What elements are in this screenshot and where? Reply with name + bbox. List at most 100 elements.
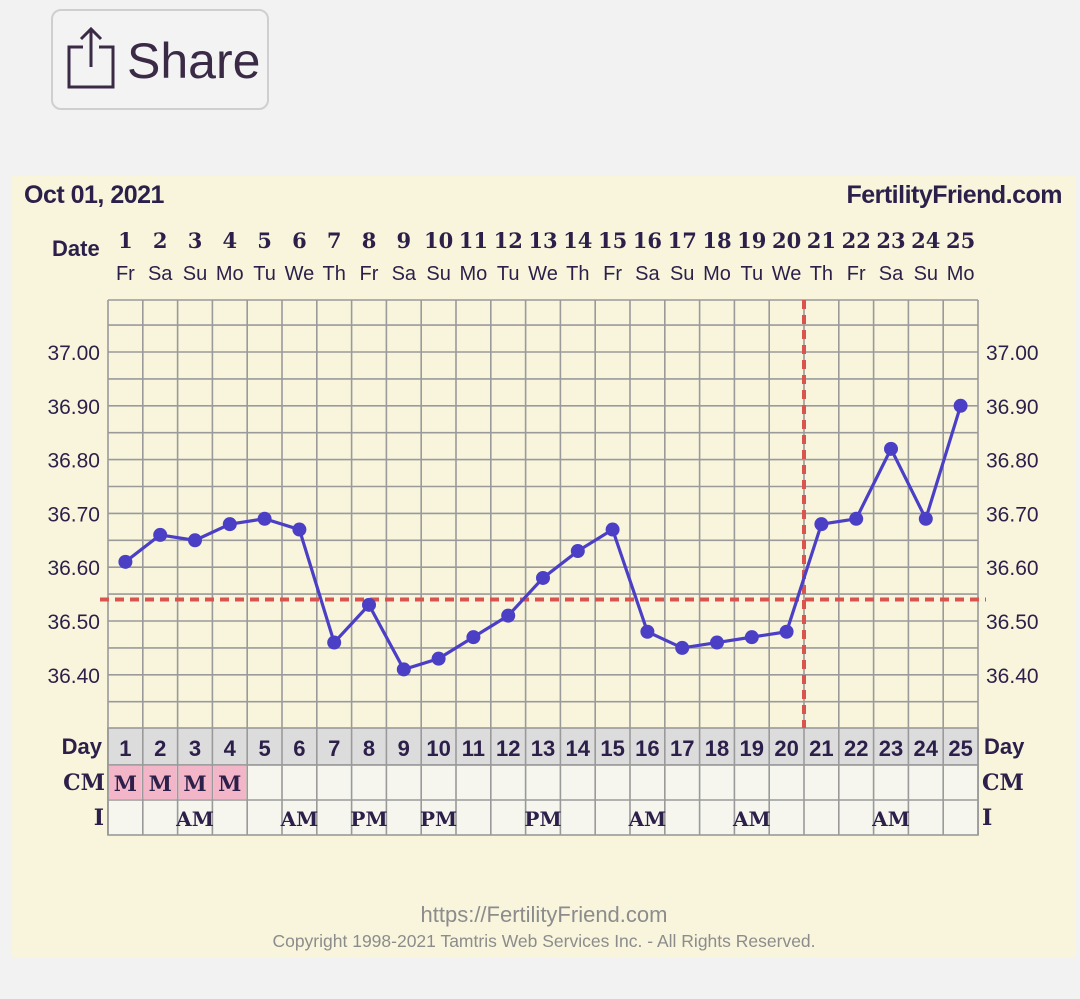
day-row-number: 3	[189, 736, 201, 761]
date-day-number: 12	[494, 228, 523, 253]
date-weekday: Su	[670, 263, 694, 285]
date-day-number: 17	[668, 228, 697, 253]
date-day-number: 21	[807, 228, 836, 253]
date-weekday: Tu	[497, 263, 520, 285]
y-tick-label-right: 36.70	[986, 503, 1039, 526]
intercourse-value: AM	[628, 807, 667, 831]
day-row-number: 19	[740, 736, 764, 761]
date-day-number: 4	[222, 228, 237, 253]
temperature-point	[501, 608, 516, 623]
temperature-line	[124, 405, 963, 672]
y-tick-label-right: 36.90	[986, 396, 1039, 419]
date-weekday: Tu	[740, 263, 763, 285]
date-row-label: Date	[52, 236, 100, 261]
date-weekday: Su	[914, 263, 938, 285]
intercourse-value: AM	[871, 807, 910, 831]
day-row-number: 18	[705, 736, 729, 761]
date-weekday: Th	[810, 263, 833, 285]
y-tick-label-left: 36.70	[47, 503, 100, 526]
date-weekday: Sa	[635, 263, 660, 285]
temperature-point	[466, 630, 481, 645]
day-row-number: 9	[398, 736, 410, 761]
intercourse-value: AM	[732, 807, 771, 831]
date-day-number: 19	[737, 228, 766, 253]
footer-copyright: Copyright 1998-2021 Tamtris Web Services…	[272, 931, 816, 951]
chart-rows	[107, 727, 979, 836]
temperature-point	[640, 624, 655, 639]
date-day-number: 6	[292, 228, 307, 253]
temperature-series	[118, 398, 968, 677]
temperature-point	[292, 522, 307, 537]
i-row-label-right: I	[982, 805, 992, 831]
day-row-label-left: Day	[62, 734, 103, 759]
share-button[interactable]: Share	[51, 9, 269, 110]
temperature-point	[222, 517, 237, 532]
date-day-number: 13	[528, 228, 557, 253]
date-day-number: 5	[257, 228, 272, 253]
cm-cell-highlight	[178, 766, 212, 799]
temperature-point	[188, 533, 202, 548]
site-name: FertilityFriend.com	[846, 181, 1062, 209]
date-weekday: We	[772, 263, 802, 285]
temperature-point	[710, 635, 724, 650]
cm-value: M	[149, 771, 172, 796]
date-day-number: 2	[153, 228, 168, 253]
day-row-number: 25	[948, 736, 972, 761]
temperature-point	[918, 511, 933, 526]
temperature-point	[431, 651, 446, 666]
date-weekday: Mo	[947, 263, 975, 285]
date-day-number: 3	[188, 228, 203, 253]
cm-value: M	[218, 771, 241, 796]
date-day-number: 22	[842, 228, 871, 253]
day-row-number: 23	[879, 736, 903, 761]
day-row-number: 21	[809, 736, 833, 761]
date-weekday: We	[528, 263, 558, 285]
cm-value: M	[114, 771, 137, 796]
day-row-number: 11	[462, 736, 485, 761]
day-row-number: 24	[914, 736, 939, 761]
date-weekday: Su	[183, 263, 207, 285]
date-weekday: Sa	[879, 263, 904, 285]
chart-date-label: Oct 01, 2021	[24, 181, 165, 209]
cm-cell-highlight	[213, 766, 247, 799]
date-day-number: 15	[598, 228, 627, 253]
footer-url[interactable]: https://FertilityFriend.com	[420, 902, 668, 927]
date-weekday: Su	[426, 263, 450, 285]
day-row-number: 12	[496, 736, 520, 761]
day-row-number: 5	[258, 736, 270, 761]
date-weekday: Tu	[253, 263, 276, 285]
y-tick-label-right: 36.60	[986, 557, 1039, 580]
date-weekday: Sa	[392, 263, 417, 285]
date-day-number: 9	[396, 228, 411, 253]
date-weekday: Fr	[847, 263, 866, 285]
date-weekday: Fr	[360, 263, 379, 285]
y-tick-label-left: 36.40	[47, 665, 100, 688]
temperature-point	[570, 544, 585, 559]
temperature-point	[327, 635, 342, 650]
y-tick-label-left: 36.90	[47, 396, 100, 419]
cm-row-label-left: CM	[63, 770, 105, 796]
date-weekday: Mo	[703, 263, 731, 285]
date-day-number: 18	[702, 228, 731, 253]
day-row-number: 17	[670, 736, 694, 761]
temperature-point	[953, 398, 968, 413]
day-row-bg	[107, 727, 979, 766]
date-day-number: 1	[118, 228, 133, 253]
temperature-point	[362, 597, 376, 612]
temperature-point	[118, 554, 133, 569]
temperature-point	[744, 630, 759, 645]
date-day-number: 7	[327, 228, 342, 253]
date-weekday: Fr	[603, 263, 622, 285]
date-day-number: 8	[362, 228, 377, 253]
y-tick-label-right: 36.40	[986, 665, 1039, 688]
date-weekday: Mo	[216, 263, 244, 285]
day-row-number: 8	[363, 736, 375, 761]
cm-value: M	[183, 771, 206, 796]
intercourse-value: PM	[350, 807, 387, 831]
temperature-point	[153, 527, 168, 542]
day-row-number: 15	[600, 736, 624, 761]
chart-labels: 1 2 3 4 5 6 7 8 9 10 11 12 13 14 15 16 17 18 19 20 21 22 23 24 2…	[47, 228, 1038, 831]
date-weekday: Fr	[116, 263, 135, 285]
day-row-number: 20	[774, 736, 798, 761]
